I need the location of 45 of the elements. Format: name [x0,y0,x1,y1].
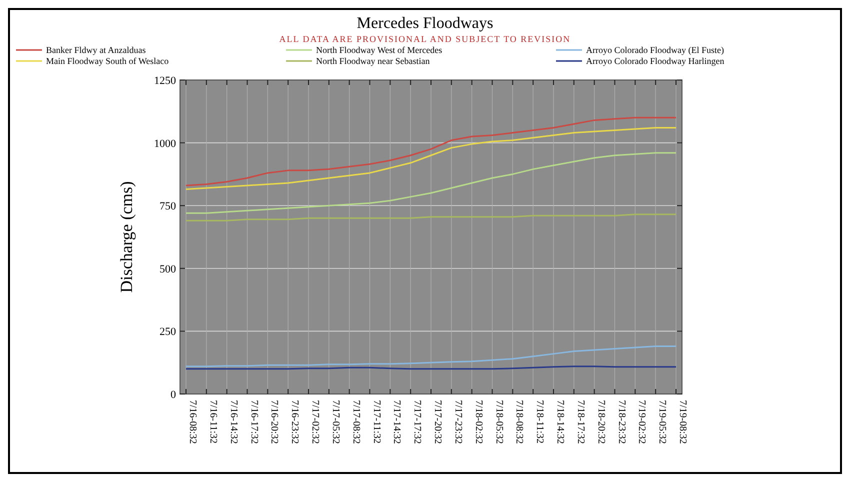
legend-label: Banker Fldwy at Anzalduas [46,45,146,55]
y-tick-label: 500 [160,263,176,276]
x-tick-label: 7/17-23:32 [452,400,464,444]
x-tick-label: 7/18-20:32 [595,400,606,444]
y-tick-label: 0 [170,389,176,401]
x-tick-label: 7/19-05:32 [656,400,668,444]
x-tick-label: 7/18-17:32 [574,400,586,444]
x-tick-label: 7/16-17:32 [248,400,260,444]
y-tick-label: 1250 [154,75,176,87]
x-tick-label: 7/18-08:32 [514,400,525,444]
legend-label: North Floodway West of Mercedes [316,45,443,55]
y-tick-label: 750 [160,200,176,213]
line-series [185,346,677,368]
x-tick-label: 7/19-08:32 [677,400,688,444]
legend-label: Arroyo Colorado Floodway Harlingen [586,56,725,66]
line-series [185,152,677,214]
x-tick-label: 7/17-08:32 [350,400,362,444]
x-tick-label: 7/18-05:32 [493,400,504,444]
x-tick-label: 7/19-02:32 [636,400,648,444]
x-tick-label: 7/16-23:32 [289,400,300,444]
y-axis-title: Discharge (cms) [117,181,136,293]
x-tick-label: 7/17-02:32 [310,400,320,444]
x-tick-label: 7/16-08:32 [187,400,198,444]
x-tick-label: 7/16-11:32 [207,400,218,444]
x-tick-label: 7/17-11:32 [370,400,382,444]
legend-label: Arroyo Colorado Floodway (El Fuste) [586,45,724,55]
x-tick-label: 7/17-05:32 [330,400,341,444]
x-tick-label: 7/18-02:32 [472,400,484,444]
x-tick-label: 7/17-20:32 [432,400,443,444]
chart-subtitle: ALL DATA ARE PROVISIONAL AND SUBJECT TO REVISION [279,34,571,44]
x-tick-label: 7/16-14:32 [228,400,239,444]
x-tick-label: 7/17-17:32 [412,400,423,444]
x-tick-label: 7/16-20:32 [268,400,280,444]
x-tick-label: 7/18-14:32 [554,400,566,444]
x-tick-label: 7/18-11:32 [534,400,546,444]
line-series [185,214,677,222]
line-series [185,116,677,186]
y-tick-label: 250 [160,326,176,338]
legend-label: North Floodway near Sebastian [316,56,430,66]
legend-label: Main Floodway South of Weslaco [46,56,170,66]
chart-title: Mercedes Floodways [356,15,494,32]
line-series [185,126,677,190]
x-tick-label: 7/18-23:32 [616,400,627,444]
x-tick-label: 7/17-14:32 [391,400,402,444]
y-tick-label: 1000 [154,138,176,150]
